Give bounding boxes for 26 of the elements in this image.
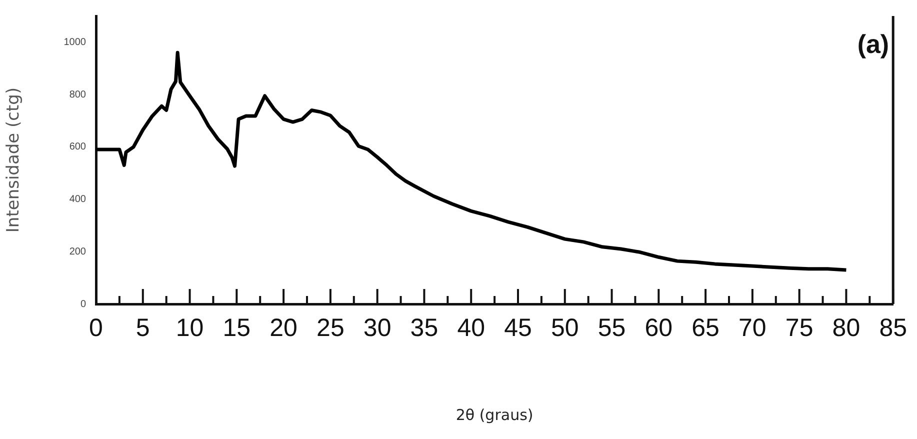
x-tick-label: 35 [410,314,438,342]
x-tick-label: 80 [832,314,860,342]
x-tick-label: 5 [136,314,150,342]
x-tick-label: 20 [270,314,298,342]
annotation: (a) [857,29,890,60]
x-tick-label: 10 [176,314,204,342]
x-tick-label: 75 [785,314,814,342]
y-tick-label: 800 [69,89,86,100]
y-tick-label: 0 [80,298,86,310]
y-tick-label: 600 [69,142,86,153]
x-tick-label: 60 [644,314,673,342]
x-tick-label: 25 [316,314,344,342]
x-tick-label: 70 [738,314,766,342]
x-tick-label: 85 [879,314,907,342]
x-tick-label: 45 [504,314,532,342]
x-tick-label: 15 [222,314,251,342]
y-axis-title: Intensidade (ctg) [4,87,24,233]
x-axis-title: 2θ (graus) [456,406,534,424]
x-tick-label: 55 [598,314,626,342]
y-tick-label: 400 [69,194,86,206]
x-tick-label: 65 [692,314,720,342]
x-tick-label: 40 [457,314,486,342]
x-tick-label: 30 [363,314,392,342]
y-tick-label: 200 [69,246,86,258]
y-tick-label: 1000 [64,36,86,48]
x-tick-label: 50 [550,314,579,342]
